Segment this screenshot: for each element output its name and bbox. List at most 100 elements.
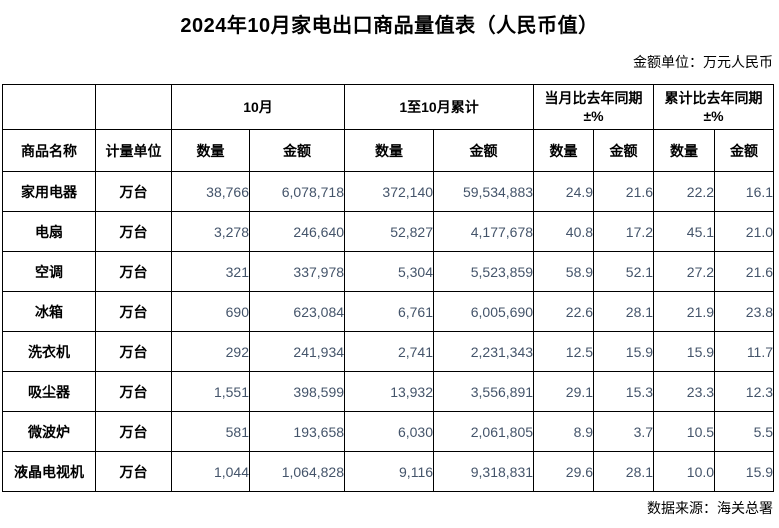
cell-month-amount: 193,658 <box>248 411 346 452</box>
cell-month-amount: 241,934 <box>248 331 346 372</box>
cell-month-yoy-amount: 52.1 <box>593 251 655 292</box>
cell-month-qty: 38,766 <box>171 171 250 212</box>
cell-unit: 万台 <box>95 411 172 452</box>
cell-product: 液晶电视机 <box>2 451 96 492</box>
header-group-month-yoy: 当月比去年同期 ±% <box>533 84 655 130</box>
header-unit: 计量单位 <box>95 129 172 172</box>
table-row: 吸尘器 万台 1,551 398,599 13,932 3,556,891 29.1 15.3… <box>2 371 775 412</box>
cell-month-yoy-amount: 28.1 <box>593 291 655 332</box>
cell-unit: 万台 <box>95 291 172 332</box>
table-row: 液晶电视机 万台 1,044 1,064,828 9,116 9,318,831 29.6 2… <box>2 451 775 492</box>
header-cum-yoy-amount: 金额 <box>714 129 775 172</box>
cell-month-amount: 246,640 <box>248 211 346 252</box>
cell-month-yoy-amount: 21.6 <box>593 171 655 212</box>
cell-cum-yoy-qty: 10.0 <box>653 451 716 492</box>
cell-cum-yoy-amount: 15.9 <box>714 451 775 492</box>
cell-cum-qty: 6,761 <box>344 291 435 332</box>
cell-month-amount: 398,599 <box>248 371 346 412</box>
cell-cum-qty: 13,932 <box>344 371 435 412</box>
header-group-month: 10月 <box>170 84 346 130</box>
table-header: 10月 1至10月累计 当月比去年同期 ±% 累计比去年同期 ±% 商品名称 计… <box>2 84 775 172</box>
unit-note: 金额单位：万元人民币 <box>633 54 773 70</box>
cell-month-yoy-qty: 29.1 <box>533 371 595 412</box>
cell-cum-amount: 59,534,883 <box>433 171 535 212</box>
cell-cum-yoy-amount: 16.1 <box>714 171 775 212</box>
cell-month-yoy-qty: 24.9 <box>533 171 595 212</box>
cell-cum-yoy-amount: 12.3 <box>714 371 775 412</box>
cell-month-qty: 1,044 <box>171 451 250 492</box>
cell-cum-qty: 2,741 <box>344 331 435 372</box>
cell-month-amount: 623,084 <box>248 291 346 332</box>
header-group-row: 10月 1至10月累计 当月比去年同期 ±% 累计比去年同期 ±% <box>2 84 775 130</box>
cell-cum-yoy-qty: 45.1 <box>653 211 716 252</box>
header-cum-qty: 数量 <box>344 129 435 172</box>
cell-cum-yoy-qty: 10.5 <box>653 411 716 452</box>
header-cum-amount: 金额 <box>433 129 535 172</box>
header-group-cum-yoy-line2: ±% <box>703 108 724 124</box>
cell-month-yoy-amount: 15.9 <box>593 331 655 372</box>
cell-cum-yoy-amount: 21.6 <box>714 251 775 292</box>
cell-product: 冰箱 <box>2 291 96 332</box>
cell-month-amount: 6,078,718 <box>248 171 346 212</box>
cell-month-yoy-amount: 28.1 <box>593 451 655 492</box>
cell-month-qty: 581 <box>171 411 250 452</box>
cell-cum-qty: 9,116 <box>344 451 435 492</box>
page-title: 2024年10月家电出口商品量值表（人民币值） <box>180 15 599 37</box>
cell-cum-amount: 2,231,343 <box>433 331 535 372</box>
cell-product: 微波炉 <box>2 411 96 452</box>
cell-unit: 万台 <box>95 211 172 252</box>
cell-cum-amount: 6,005,690 <box>433 291 535 332</box>
cell-cum-qty: 5,304 <box>344 251 435 292</box>
cell-cum-yoy-qty: 27.2 <box>653 251 716 292</box>
header-group-cum-yoy-line1: 累计比去年同期 <box>664 90 763 106</box>
cell-cum-amount: 5,523,859 <box>433 251 535 292</box>
cell-product: 家用电器 <box>2 171 96 212</box>
cell-cum-yoy-qty: 15.9 <box>653 331 716 372</box>
cell-month-qty: 3,278 <box>171 211 250 252</box>
cell-month-yoy-qty: 22.6 <box>533 291 595 332</box>
header-group-month-yoy-line1: 当月比去年同期 <box>544 90 643 106</box>
cell-month-yoy-qty: 40.8 <box>533 211 595 252</box>
cell-cum-yoy-amount: 5.5 <box>714 411 775 452</box>
cell-month-qty: 321 <box>171 251 250 292</box>
header-month-qty: 数量 <box>171 129 250 172</box>
table-body: 家用电器 万台 38,766 6,078,718 372,140 59,534,883 24… <box>2 171 775 492</box>
header-cum-yoy-qty: 数量 <box>653 129 716 172</box>
table-row: 空调 万台 321 337,978 5,304 5,523,859 58.9 52.1 27.2… <box>2 251 775 292</box>
cell-month-yoy-amount: 3.7 <box>593 411 655 452</box>
table-row: 家用电器 万台 38,766 6,078,718 372,140 59,534,883 24… <box>2 171 775 212</box>
cell-unit: 万台 <box>95 331 172 372</box>
table-row: 洗衣机 万台 292 241,934 2,741 2,231,343 12.5 15.9 15.… <box>2 331 775 372</box>
cell-cum-yoy-amount: 23.8 <box>714 291 775 332</box>
cell-cum-amount: 4,177,678 <box>433 211 535 252</box>
cell-month-yoy-qty: 8.9 <box>533 411 595 452</box>
cell-product: 空调 <box>2 251 96 292</box>
cell-unit: 万台 <box>95 171 172 212</box>
cell-month-qty: 1,551 <box>171 371 250 412</box>
header-group-cumulative: 1至10月累计 <box>344 84 535 130</box>
cell-cum-yoy-qty: 21.9 <box>653 291 716 332</box>
cell-cum-yoy-amount: 11.7 <box>714 331 775 372</box>
source-note: 数据来源：海关总署 <box>647 500 773 516</box>
cell-month-yoy-amount: 17.2 <box>593 211 655 252</box>
cell-product: 电扇 <box>2 211 96 252</box>
header-month-yoy-amount: 金额 <box>593 129 655 172</box>
header-empty-cell <box>95 84 172 130</box>
cell-cum-qty: 6,030 <box>344 411 435 452</box>
table-row: 电扇 万台 3,278 246,640 52,827 4,177,678 40.8 17.2 4… <box>2 211 775 252</box>
cell-month-yoy-qty: 12.5 <box>533 331 595 372</box>
cell-month-yoy-amount: 15.3 <box>593 371 655 412</box>
cell-cum-amount: 3,556,891 <box>433 371 535 412</box>
cell-unit: 万台 <box>95 451 172 492</box>
cell-month-yoy-qty: 29.6 <box>533 451 595 492</box>
header-group-cum-yoy: 累计比去年同期 ±% <box>653 84 775 130</box>
cell-cum-yoy-amount: 21.0 <box>714 211 775 252</box>
cell-cum-yoy-qty: 23.3 <box>653 371 716 412</box>
header-month-amount: 金额 <box>248 129 346 172</box>
cell-month-qty: 690 <box>171 291 250 332</box>
cell-product: 洗衣机 <box>2 331 96 372</box>
header-sub-row: 商品名称 计量单位 数量 金额 数量 金额 数量 金额 数量 金额 <box>2 129 775 172</box>
cell-cum-qty: 372,140 <box>344 171 435 212</box>
header-product: 商品名称 <box>2 129 96 172</box>
